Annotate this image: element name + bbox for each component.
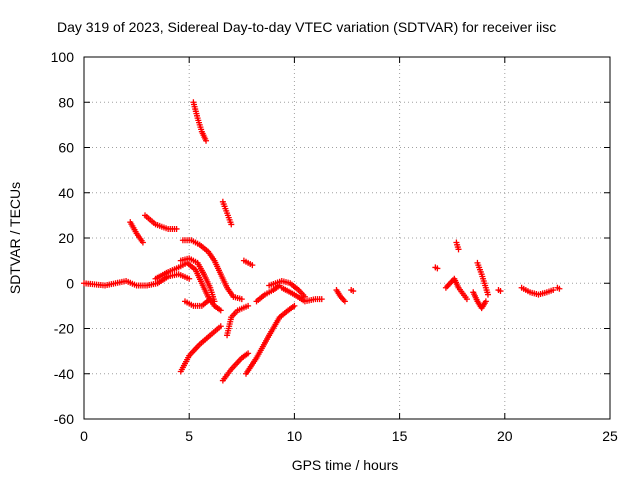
data-point — [341, 298, 348, 305]
data-point — [228, 221, 235, 228]
data-point — [455, 246, 462, 253]
data-point — [186, 275, 193, 282]
y-tick-label: 80 — [58, 94, 74, 110]
data-point — [207, 296, 214, 303]
data-point — [463, 296, 470, 303]
data-point — [434, 265, 441, 272]
data-point — [245, 350, 252, 357]
data-point — [238, 296, 245, 303]
y-tick-label: 60 — [58, 140, 74, 156]
data-point — [550, 287, 557, 294]
chart-title: Day 319 of 2023, Sidereal Day-to-day VTE… — [57, 19, 556, 35]
x-tick-label: 15 — [392, 428, 408, 444]
y-tick-label: -60 — [54, 411, 74, 427]
y-tick-label: -40 — [54, 366, 74, 382]
data-points — [81, 99, 563, 384]
data-point — [556, 285, 563, 292]
data-point — [350, 288, 357, 295]
data-point — [249, 262, 256, 269]
data-point — [211, 298, 218, 305]
y-tick-label: 20 — [58, 230, 74, 246]
x-tick-label: 10 — [287, 428, 303, 444]
x-tick-label: 25 — [602, 428, 618, 444]
grid — [84, 57, 610, 419]
x-axis-label: GPS time / hours — [292, 457, 399, 473]
data-point — [484, 291, 491, 298]
data-point — [482, 298, 489, 305]
x-tick-label: 0 — [80, 428, 88, 444]
data-point — [291, 302, 298, 309]
data-point — [139, 239, 146, 246]
data-point — [318, 296, 325, 303]
x-ticks: 0 5 10 15 20 25 — [80, 57, 618, 444]
data-point — [217, 307, 224, 314]
y-tick-label: 0 — [66, 275, 74, 291]
y-tick-label: 40 — [58, 185, 74, 201]
data-point — [173, 225, 180, 232]
x-tick-label: 20 — [497, 428, 513, 444]
plot-frame — [83, 56, 611, 420]
data-point — [245, 302, 252, 309]
y-tick-label: 100 — [51, 49, 75, 65]
data-point — [203, 137, 210, 144]
x-tick-label: 5 — [185, 428, 193, 444]
data-point — [217, 323, 224, 330]
y-tick-label: -20 — [54, 321, 74, 337]
data-point — [497, 288, 504, 295]
y-ticks: -60 -40 -20 0 20 40 60 80 100 — [51, 49, 610, 427]
y-axis-label: SDTVAR / TECUs — [7, 182, 23, 294]
